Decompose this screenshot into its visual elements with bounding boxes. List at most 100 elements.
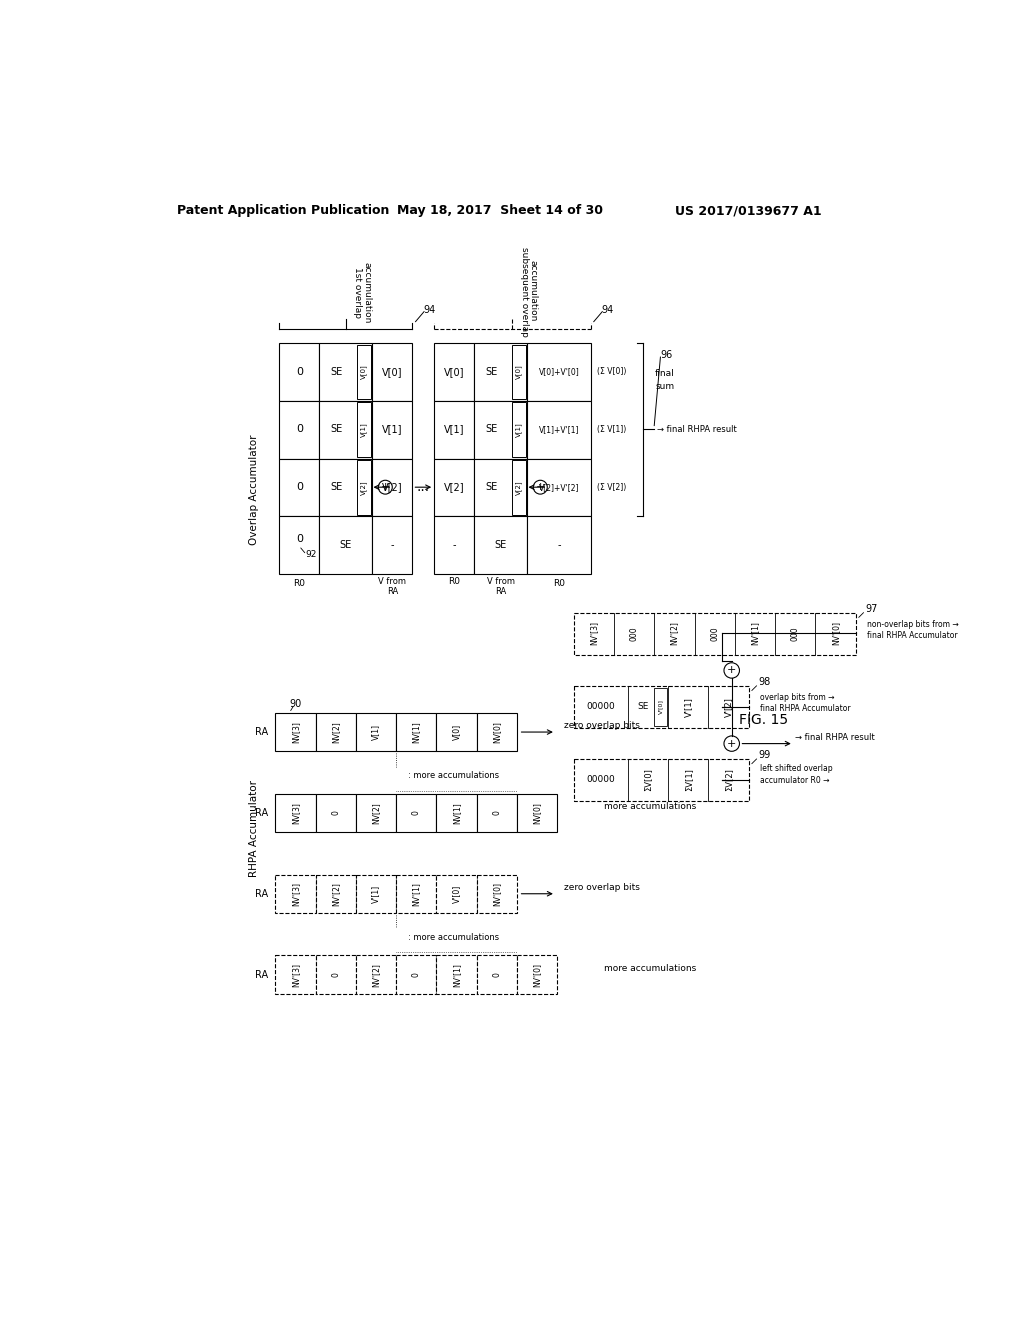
- Text: 0: 0: [331, 810, 340, 816]
- Text: RA: RA: [387, 586, 398, 595]
- Bar: [315, 874, 356, 913]
- Text: May 18, 2017  Sheet 14 of 30: May 18, 2017 Sheet 14 of 30: [397, 205, 603, 218]
- Bar: [396, 956, 436, 994]
- Text: : more accumulations: : more accumulations: [409, 933, 500, 942]
- Bar: [434, 516, 474, 574]
- Text: V[0]+V'[0]: V[0]+V'[0]: [539, 367, 580, 376]
- Bar: [436, 874, 477, 913]
- Text: 1st overlap: 1st overlap: [353, 267, 361, 318]
- Text: 000: 000: [711, 626, 719, 640]
- Bar: [477, 874, 517, 913]
- Text: 000: 000: [630, 626, 639, 640]
- Text: NV[2]: NV[2]: [331, 721, 340, 743]
- Text: 000: 000: [791, 626, 800, 640]
- Text: V[2]: V[2]: [382, 482, 402, 492]
- Text: NV'[3]: NV'[3]: [291, 962, 300, 986]
- Bar: [474, 343, 527, 401]
- Text: V[1]: V[1]: [372, 725, 381, 741]
- Text: ΣV[1]: ΣV[1]: [684, 768, 693, 791]
- Text: R0: R0: [293, 579, 305, 587]
- Text: SE: SE: [495, 540, 507, 550]
- Text: V[0]: V[0]: [453, 723, 461, 741]
- Text: +: +: [536, 482, 545, 492]
- Text: V[2]: V[2]: [360, 480, 367, 495]
- Text: 0: 0: [412, 972, 421, 977]
- Bar: [275, 874, 315, 913]
- Bar: [319, 343, 372, 401]
- Bar: [372, 459, 413, 516]
- Text: ...: ...: [417, 480, 430, 494]
- Text: +: +: [727, 665, 736, 676]
- Text: 99: 99: [758, 750, 770, 760]
- Text: 0: 0: [331, 972, 340, 977]
- Text: V[0]: V[0]: [444, 367, 465, 376]
- Text: US 2017/0139677 A1: US 2017/0139677 A1: [675, 205, 821, 218]
- Text: → final RHPA result: → final RHPA result: [657, 425, 737, 434]
- Text: NV'[3]: NV'[3]: [291, 882, 300, 906]
- Text: V[2]: V[2]: [444, 482, 465, 492]
- Text: R0: R0: [553, 579, 565, 587]
- Bar: [436, 793, 477, 832]
- Text: SE: SE: [485, 425, 498, 434]
- Text: V[0]: V[0]: [360, 364, 367, 379]
- Text: FIG. 15: FIG. 15: [739, 714, 788, 727]
- Text: 97: 97: [865, 603, 878, 614]
- Bar: [356, 793, 396, 832]
- Text: RA: RA: [255, 727, 268, 737]
- Text: V[1]: V[1]: [515, 422, 522, 437]
- Text: V[1]+V'[1]: V[1]+V'[1]: [539, 425, 580, 434]
- Bar: [512, 345, 525, 400]
- Text: NV'[2]: NV'[2]: [372, 962, 381, 986]
- Text: ΣV[0]: ΣV[0]: [643, 768, 652, 791]
- Text: NV'[2]: NV'[2]: [331, 882, 340, 906]
- Text: 00000: 00000: [587, 702, 615, 711]
- Text: V[0]: V[0]: [382, 367, 402, 376]
- Bar: [280, 343, 319, 401]
- Text: 94: 94: [602, 305, 613, 315]
- Text: more accumulations: more accumulations: [604, 803, 696, 812]
- Text: 00000: 00000: [587, 775, 615, 784]
- Text: NV[0]: NV[0]: [493, 721, 502, 743]
- Text: subsequent overlap: subsequent overlap: [519, 247, 528, 338]
- Text: SE: SE: [485, 367, 498, 376]
- Bar: [527, 343, 591, 401]
- Text: RHPA Accumulator: RHPA Accumulator: [249, 780, 259, 876]
- Text: -: -: [453, 540, 456, 550]
- Text: 90: 90: [289, 698, 301, 709]
- Text: NV[1]: NV[1]: [412, 721, 421, 743]
- Text: 0: 0: [493, 972, 502, 977]
- Text: SE: SE: [331, 367, 343, 376]
- Text: zero overlap bits: zero overlap bits: [563, 883, 639, 892]
- Bar: [319, 516, 372, 574]
- Bar: [477, 793, 517, 832]
- Text: V'[1]: V'[1]: [684, 697, 693, 717]
- Text: accumulation: accumulation: [528, 260, 538, 322]
- Bar: [275, 713, 315, 751]
- Bar: [372, 516, 413, 574]
- Text: V'[1]: V'[1]: [372, 884, 381, 903]
- Text: NV'[1]: NV'[1]: [453, 962, 461, 986]
- Bar: [319, 401, 372, 459]
- Text: SE: SE: [340, 540, 352, 550]
- Bar: [527, 401, 591, 459]
- Bar: [477, 956, 517, 994]
- Bar: [573, 686, 749, 729]
- Text: V[1]: V[1]: [444, 425, 465, 434]
- Text: NV'[1]: NV'[1]: [412, 882, 421, 906]
- Bar: [436, 956, 477, 994]
- Text: V'[0]: V'[0]: [658, 700, 663, 714]
- Text: 92: 92: [305, 549, 316, 558]
- Text: RA: RA: [255, 970, 268, 979]
- Text: non-overlap bits from →: non-overlap bits from →: [866, 620, 958, 628]
- Text: ΣV[2]: ΣV[2]: [724, 768, 733, 791]
- Text: -: -: [557, 540, 561, 550]
- Text: NV[1]: NV[1]: [453, 803, 461, 824]
- Text: 96: 96: [660, 350, 673, 360]
- Text: V'[0]: V'[0]: [453, 884, 461, 903]
- Bar: [356, 874, 396, 913]
- Text: : more accumulations: : more accumulations: [409, 771, 500, 780]
- Bar: [517, 793, 557, 832]
- Bar: [356, 461, 371, 515]
- Text: NV[2]: NV[2]: [372, 803, 381, 824]
- Bar: [280, 401, 319, 459]
